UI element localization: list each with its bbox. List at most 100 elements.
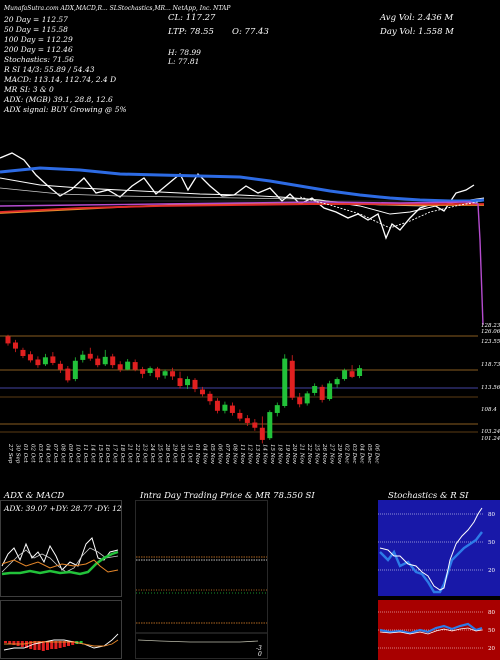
candle-body: [259, 427, 265, 440]
date-axis-label: 25 Nov: [314, 443, 320, 465]
date-axis-label: 31 Oct: [187, 444, 193, 463]
adx-macd-title: ADX & MACD: [4, 491, 65, 501]
candle-body: [342, 370, 348, 380]
macd-bar: [79, 641, 83, 643]
stochastics-bg: [378, 500, 500, 596]
date-axis-label: 02 Dec: [344, 444, 350, 464]
candle-body: [177, 378, 183, 386]
date-axis-label: 01 Oct: [22, 444, 28, 463]
macd-bar: [33, 641, 37, 650]
date-axis-label: 06 Dec: [374, 444, 380, 464]
candles-group: [5, 334, 363, 444]
candle-body: [42, 357, 48, 365]
macd-bar: [16, 641, 20, 646]
stochastics-panel: 80 50 20 80 50 20: [378, 500, 500, 660]
date-axis-label: 04 Nov: [201, 444, 207, 465]
candle-body: [5, 336, 11, 344]
candle-body: [170, 371, 176, 377]
date-axis-label: 13 Nov: [254, 444, 260, 465]
intraday-frame: [135, 500, 268, 659]
candle-body: [57, 363, 63, 370]
date-axis-label: 03 Dec: [351, 444, 357, 464]
intraday-title: Intra Day Trading Price & MR 78.550 SI: [140, 491, 315, 501]
header-left-block: 20 Day = 112.57 50 Day = 115.58 100 Day …: [4, 15, 127, 115]
ema-overview-area: [0, 152, 485, 326]
candle-body: [72, 360, 78, 380]
date-axis-label: 25 Oct: [157, 443, 163, 463]
candle-body: [140, 369, 146, 374]
header-top-line: MunafaSutra.com ADX,MACD,R... SLStochast…: [4, 5, 231, 12]
ema-red-line: [0, 203, 484, 213]
date-axis-label: 11 Nov: [239, 444, 245, 465]
high-price: H: 78.99: [168, 48, 201, 57]
stoch-label-50: 50: [488, 540, 495, 546]
open-price: O: 77.43: [232, 27, 269, 37]
close-price: CL: 117.27: [168, 13, 216, 23]
candle-body: [327, 383, 333, 400]
date-axis-label: 18 Nov: [276, 444, 282, 465]
date-axis-label: 07 Nov: [224, 444, 230, 465]
candle-body: [35, 359, 41, 366]
date-axis-labels: 27 Sep 30 Sep 01 Oct 02 Oct 03 Oct 04 Oct 07 O…: [7, 443, 380, 465]
date-axis-label: 29 Nov: [336, 443, 342, 465]
date-axis-label: 14 Oct: [89, 444, 95, 463]
stoch-d-line: [379, 507, 483, 591]
stoch-label-80: 80: [488, 512, 495, 518]
date-axis-label: 21 Oct: [127, 443, 133, 463]
header-row: ADX signal: BUY Growing @ 5%: [4, 105, 127, 114]
header-row: ADX: (MGB) 39.1, 28.8, 12.6: [4, 95, 113, 104]
date-axis-label: 24 Oct: [149, 443, 155, 463]
price-axis-label: 108.4: [481, 407, 497, 413]
candle-body: [282, 358, 288, 406]
macd-bar: [8, 641, 12, 644]
candle-body: [229, 405, 235, 413]
date-axis-label: 20 Nov: [291, 443, 297, 465]
date-axis-label: 05 Dec: [366, 444, 372, 464]
intraday-neg-label: -3: [256, 645, 262, 652]
macd-bar: [54, 641, 58, 649]
date-axis-label: 18 Oct: [119, 444, 125, 463]
rsi-signal-line: [379, 627, 483, 635]
candle-body: [244, 418, 250, 423]
date-axis-label: 17 Oct: [112, 444, 118, 463]
date-axis-label: 07 Oct: [52, 444, 58, 463]
price-levels: [0, 335, 478, 433]
candle-body: [162, 371, 168, 376]
date-axis-label: 30 Sep: [14, 444, 20, 464]
date-axis-label: 12 Nov: [246, 444, 252, 465]
candle-body: [274, 405, 280, 413]
stoch-label-20: 20: [488, 568, 495, 574]
candle-body: [199, 389, 205, 395]
date-axis-label: 19 Nov: [284, 444, 290, 465]
date-axis-label: 28 Oct: [164, 443, 170, 463]
candle-body: [304, 393, 310, 404]
date-axis-label: 23 Oct: [142, 443, 148, 463]
candle-body: [147, 368, 153, 373]
adx-frame: [0, 500, 122, 597]
macd-bar: [25, 641, 28, 648]
macd-frame: [0, 600, 122, 659]
ema-purple-line: [0, 201, 484, 326]
date-axis-label: 21 Nov: [299, 443, 305, 465]
candle-body: [50, 356, 56, 363]
candle-body: [27, 354, 33, 361]
candle-body: [192, 379, 198, 390]
price-axis-label: 126.06: [481, 329, 500, 335]
price-line: [0, 152, 475, 240]
date-axis-label: 16 Oct: [104, 444, 110, 463]
date-axis-label: 22 Nov: [306, 443, 312, 465]
candle-body: [289, 360, 295, 398]
rsi-label-20: 20: [488, 646, 495, 652]
macd-bar: [67, 641, 70, 646]
last-traded-price: LTP: 78.55: [168, 27, 214, 37]
candle-body: [20, 349, 26, 356]
rsi-label-50: 50: [488, 628, 495, 634]
candle-body: [214, 400, 220, 411]
header-row: 200 Day = 112.46: [4, 45, 73, 54]
candle-body: [117, 364, 123, 370]
plus-di-line: [1, 550, 119, 576]
date-axis-label: 14 Nov: [261, 444, 267, 465]
date-axis-label: 04 Dec: [359, 444, 365, 464]
date-axis-label: 04 Oct: [44, 444, 50, 463]
candle-body: [185, 379, 191, 386]
